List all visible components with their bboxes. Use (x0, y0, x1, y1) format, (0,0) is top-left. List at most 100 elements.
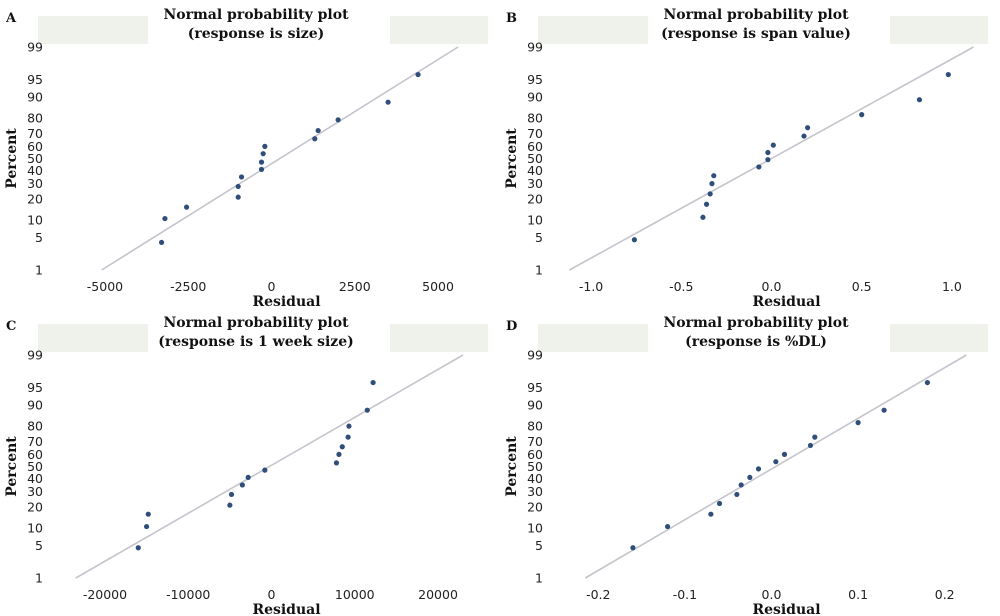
y-tick-label: 20 (527, 499, 543, 514)
panel-letter: A (5, 11, 17, 26)
data-point (385, 99, 391, 105)
data-point (258, 166, 265, 173)
y-axis-label: Percent (504, 128, 520, 189)
data-point (346, 423, 352, 429)
y-tick-label: 70 (27, 126, 43, 141)
y-tick-label: 10 (527, 212, 543, 227)
probability-plot-svg: A Normal probability plot (response is siz… (4, 7, 488, 310)
y-tick-label: 10 (27, 212, 43, 227)
probability-plot-svg: B Normal probability plot (response is spa… (504, 7, 988, 310)
x-tick-label: -5000 (87, 279, 123, 294)
x-axis-label: Residual (252, 602, 320, 616)
data-point (336, 451, 342, 457)
header-shade-right (390, 16, 488, 44)
data-point (364, 407, 370, 413)
data-point (262, 467, 268, 473)
y-tick-label: 10 (527, 520, 543, 535)
y-tick-label: 30 (27, 176, 43, 191)
data-point (711, 173, 717, 179)
x-tick-label: -10000 (166, 587, 210, 602)
y-tick-label: 30 (527, 176, 543, 191)
data-point (145, 511, 151, 517)
data-point (859, 112, 865, 118)
data-point (664, 523, 671, 530)
header-shade-left (538, 324, 648, 352)
data-point (345, 434, 351, 440)
y-tick-label: 20 (27, 499, 43, 514)
y-tick-label: 30 (27, 484, 43, 499)
data-point (881, 407, 887, 413)
reference-line (101, 46, 459, 271)
y-tick-label: 60 (527, 139, 543, 154)
data-point (716, 500, 723, 507)
x-tick-label: -0.5 (669, 279, 693, 294)
x-tick-label: 0.0 (762, 279, 782, 294)
reference-line (584, 354, 967, 579)
y-tick-label: 99 (527, 348, 543, 363)
data-point (801, 133, 807, 139)
data-point (924, 379, 930, 386)
x-tick-label: -2500 (170, 279, 206, 294)
x-tick-label: 1.0 (942, 279, 962, 294)
data-point (770, 142, 776, 148)
y-tick-label: 40 (527, 163, 543, 178)
data-point (158, 239, 165, 246)
reference-line (75, 354, 464, 579)
y-tick-label: 40 (527, 471, 543, 486)
data-point (238, 174, 245, 180)
data-point (703, 201, 710, 207)
x-tick-label: 0.2 (935, 587, 955, 602)
data-point (707, 191, 713, 197)
chart-subtitle: (response is 1 week size) (158, 334, 354, 350)
y-tick-label: 1 (535, 263, 543, 278)
data-point (631, 237, 637, 243)
y-tick-label: 90 (527, 398, 543, 413)
panel-c: C Normal probability plot (response is 1 w… (0, 308, 500, 616)
data-point (765, 157, 771, 163)
x-axis-label: Residual (752, 294, 820, 310)
data-point (183, 204, 190, 210)
chart-subtitle: (response is %DL) (685, 334, 827, 350)
y-tick-label: 50 (27, 151, 43, 166)
data-point (245, 474, 251, 481)
chart-subtitle: (response is span value) (661, 26, 851, 42)
data-point (755, 466, 762, 472)
header-shade-right (890, 16, 988, 44)
reference-line (569, 46, 974, 271)
data-point (734, 491, 740, 498)
x-tick-label: 2500 (339, 279, 371, 294)
data-point (415, 71, 421, 78)
data-point (135, 545, 141, 551)
data-point (781, 451, 788, 457)
data-point (228, 491, 235, 498)
y-tick-label: 40 (27, 163, 43, 178)
data-point (773, 459, 779, 465)
y-tick-label: 95 (527, 72, 543, 87)
y-tick-label: 99 (527, 40, 543, 55)
chart-title: Normal probability plot (163, 315, 349, 331)
y-tick-label: 5 (535, 230, 543, 245)
chart-title: Normal probability plot (663, 315, 849, 331)
data-point (260, 151, 266, 157)
panel-letter: D (506, 319, 517, 334)
y-tick-label: 60 (27, 139, 43, 154)
y-tick-label: 70 (527, 434, 543, 449)
y-tick-label: 80 (27, 419, 43, 434)
header-shade-left (38, 16, 148, 44)
y-tick-label: 20 (527, 191, 543, 206)
probability-plot-svg: D Normal probability plot (response is %DL… (504, 315, 988, 616)
y-tick-label: 30 (527, 484, 543, 499)
y-tick-label: 95 (527, 380, 543, 395)
x-tick-label: -20000 (83, 587, 127, 602)
data-point (708, 511, 714, 517)
data-point (339, 444, 345, 450)
x-tick-label: 10000 (335, 587, 375, 602)
y-tick-label: 80 (527, 111, 543, 126)
data-point (333, 460, 340, 466)
data-point (916, 97, 923, 103)
header-shade-right (390, 324, 488, 352)
data-point (700, 214, 706, 220)
x-tick-label: 0 (268, 279, 276, 294)
y-axis-label: Percent (4, 128, 20, 189)
y-tick-label: 80 (27, 111, 43, 126)
